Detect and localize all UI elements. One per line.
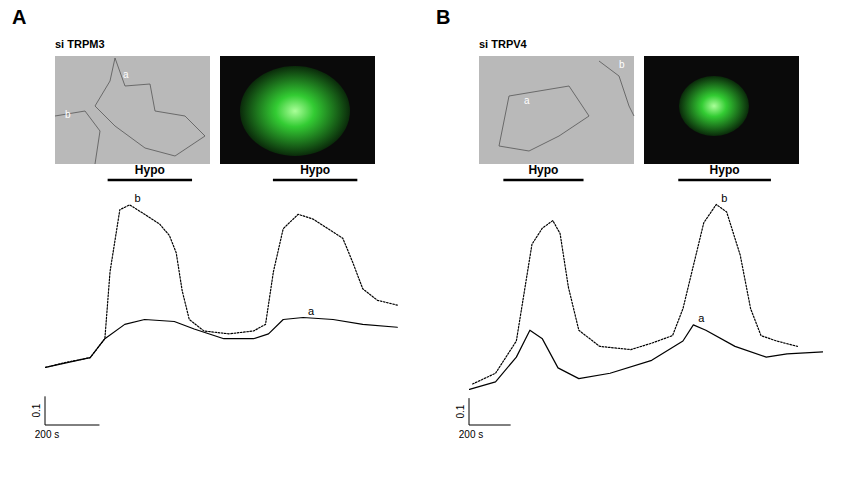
svg-text:a: a [524,95,530,106]
svg-text:Hypo: Hypo [710,163,740,177]
svg-text:Hypo: Hypo [528,163,558,177]
svg-text:Hypo: Hypo [300,163,330,177]
svg-text:a: a [308,305,315,317]
svg-text:a: a [123,69,129,80]
svg-text:200 s: 200 s [35,429,59,440]
svg-text:b: b [619,59,625,70]
html-text:si TRPV4: si TRPV4 [479,38,527,50]
svg-text:b: b [135,192,141,204]
svg-text:a: a [698,312,705,324]
svg-text:0.1: 0.1 [455,404,466,418]
svg-text:b: b [721,192,727,204]
svg-text:200 s: 200 s [459,429,483,440]
svg-text:b: b [65,109,71,120]
svg-text:Hypo: Hypo [135,163,165,177]
html-text:si TRPM3: si TRPM3 [55,38,105,50]
html-text:A: A [12,6,27,28]
html-text:B: B [436,6,451,28]
svg-text:0.1: 0.1 [31,403,42,417]
